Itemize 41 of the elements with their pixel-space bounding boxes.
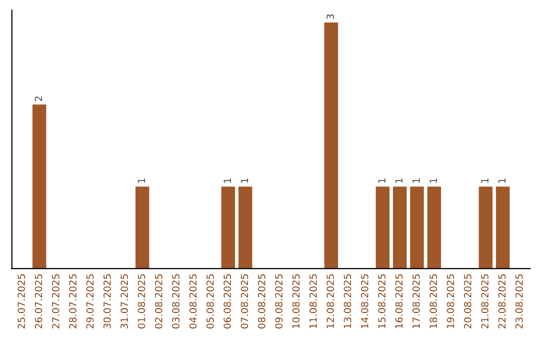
data-label: 1	[378, 178, 386, 183]
x-tick-label: 30.07.2025	[103, 274, 111, 328]
x-tick-label: 02.08.2025	[154, 274, 162, 328]
x-tick-label: 06.08.2025	[224, 274, 231, 328]
data-label: 1	[430, 178, 437, 183]
x-tick-label: 23.08.2025	[515, 274, 523, 328]
x-tick-label: 04.08.2025	[189, 274, 197, 328]
x-tick-label: 25.07.2025	[18, 274, 25, 328]
data-label: 1	[498, 178, 506, 183]
data-label: 2	[34, 96, 42, 102]
data-label: 1	[481, 178, 488, 183]
x-tick-label: 17.08.2025	[412, 274, 420, 328]
x-tick-label: 31.07.2025	[120, 274, 128, 328]
x-tick-label: 09.08.2025	[275, 274, 282, 328]
data-label: 3	[326, 14, 334, 19]
x-tick-label: 14.08.2025	[360, 274, 368, 328]
data-label: 1	[138, 178, 146, 183]
x-tick-label: 26.07.2025	[34, 274, 42, 328]
x-tick-label: 10.08.2025	[292, 274, 300, 328]
data-label: 1	[395, 178, 403, 183]
x-tick-label: 11.08.2025	[309, 274, 317, 328]
x-tick-label: 29.07.2025	[86, 274, 94, 328]
data-label: 1	[224, 178, 231, 183]
x-tick-label: 05.08.2025	[206, 274, 214, 328]
x-tick-label: 07.08.2025	[240, 274, 248, 328]
x-tick-label: 22.08.2025	[498, 274, 506, 328]
data-label: 1	[240, 178, 248, 183]
x-tick-label: 15.08.2025	[378, 274, 386, 328]
x-tick-label: 08.08.2025	[258, 274, 266, 328]
x-tick-label: 12.08.2025	[326, 274, 334, 328]
x-tick-label: 28.07.2025	[69, 274, 76, 328]
data-label: 1	[412, 178, 420, 183]
x-tick-label: 19.08.2025	[446, 274, 454, 328]
x-tick-label: 27.07.2025	[52, 274, 60, 328]
x-tick-label: 03.08.2025	[172, 274, 180, 328]
x-tick-label: 01.08.2025	[138, 274, 146, 328]
x-tick-label: 18.08.2025	[430, 274, 437, 328]
x-tick-label: 16.08.2025	[395, 274, 403, 328]
x-tick-label: 13.08.2025	[344, 274, 352, 328]
x-tick-label: 21.08.2025	[481, 274, 488, 328]
x-tick-label: 20.08.2025	[464, 274, 472, 328]
